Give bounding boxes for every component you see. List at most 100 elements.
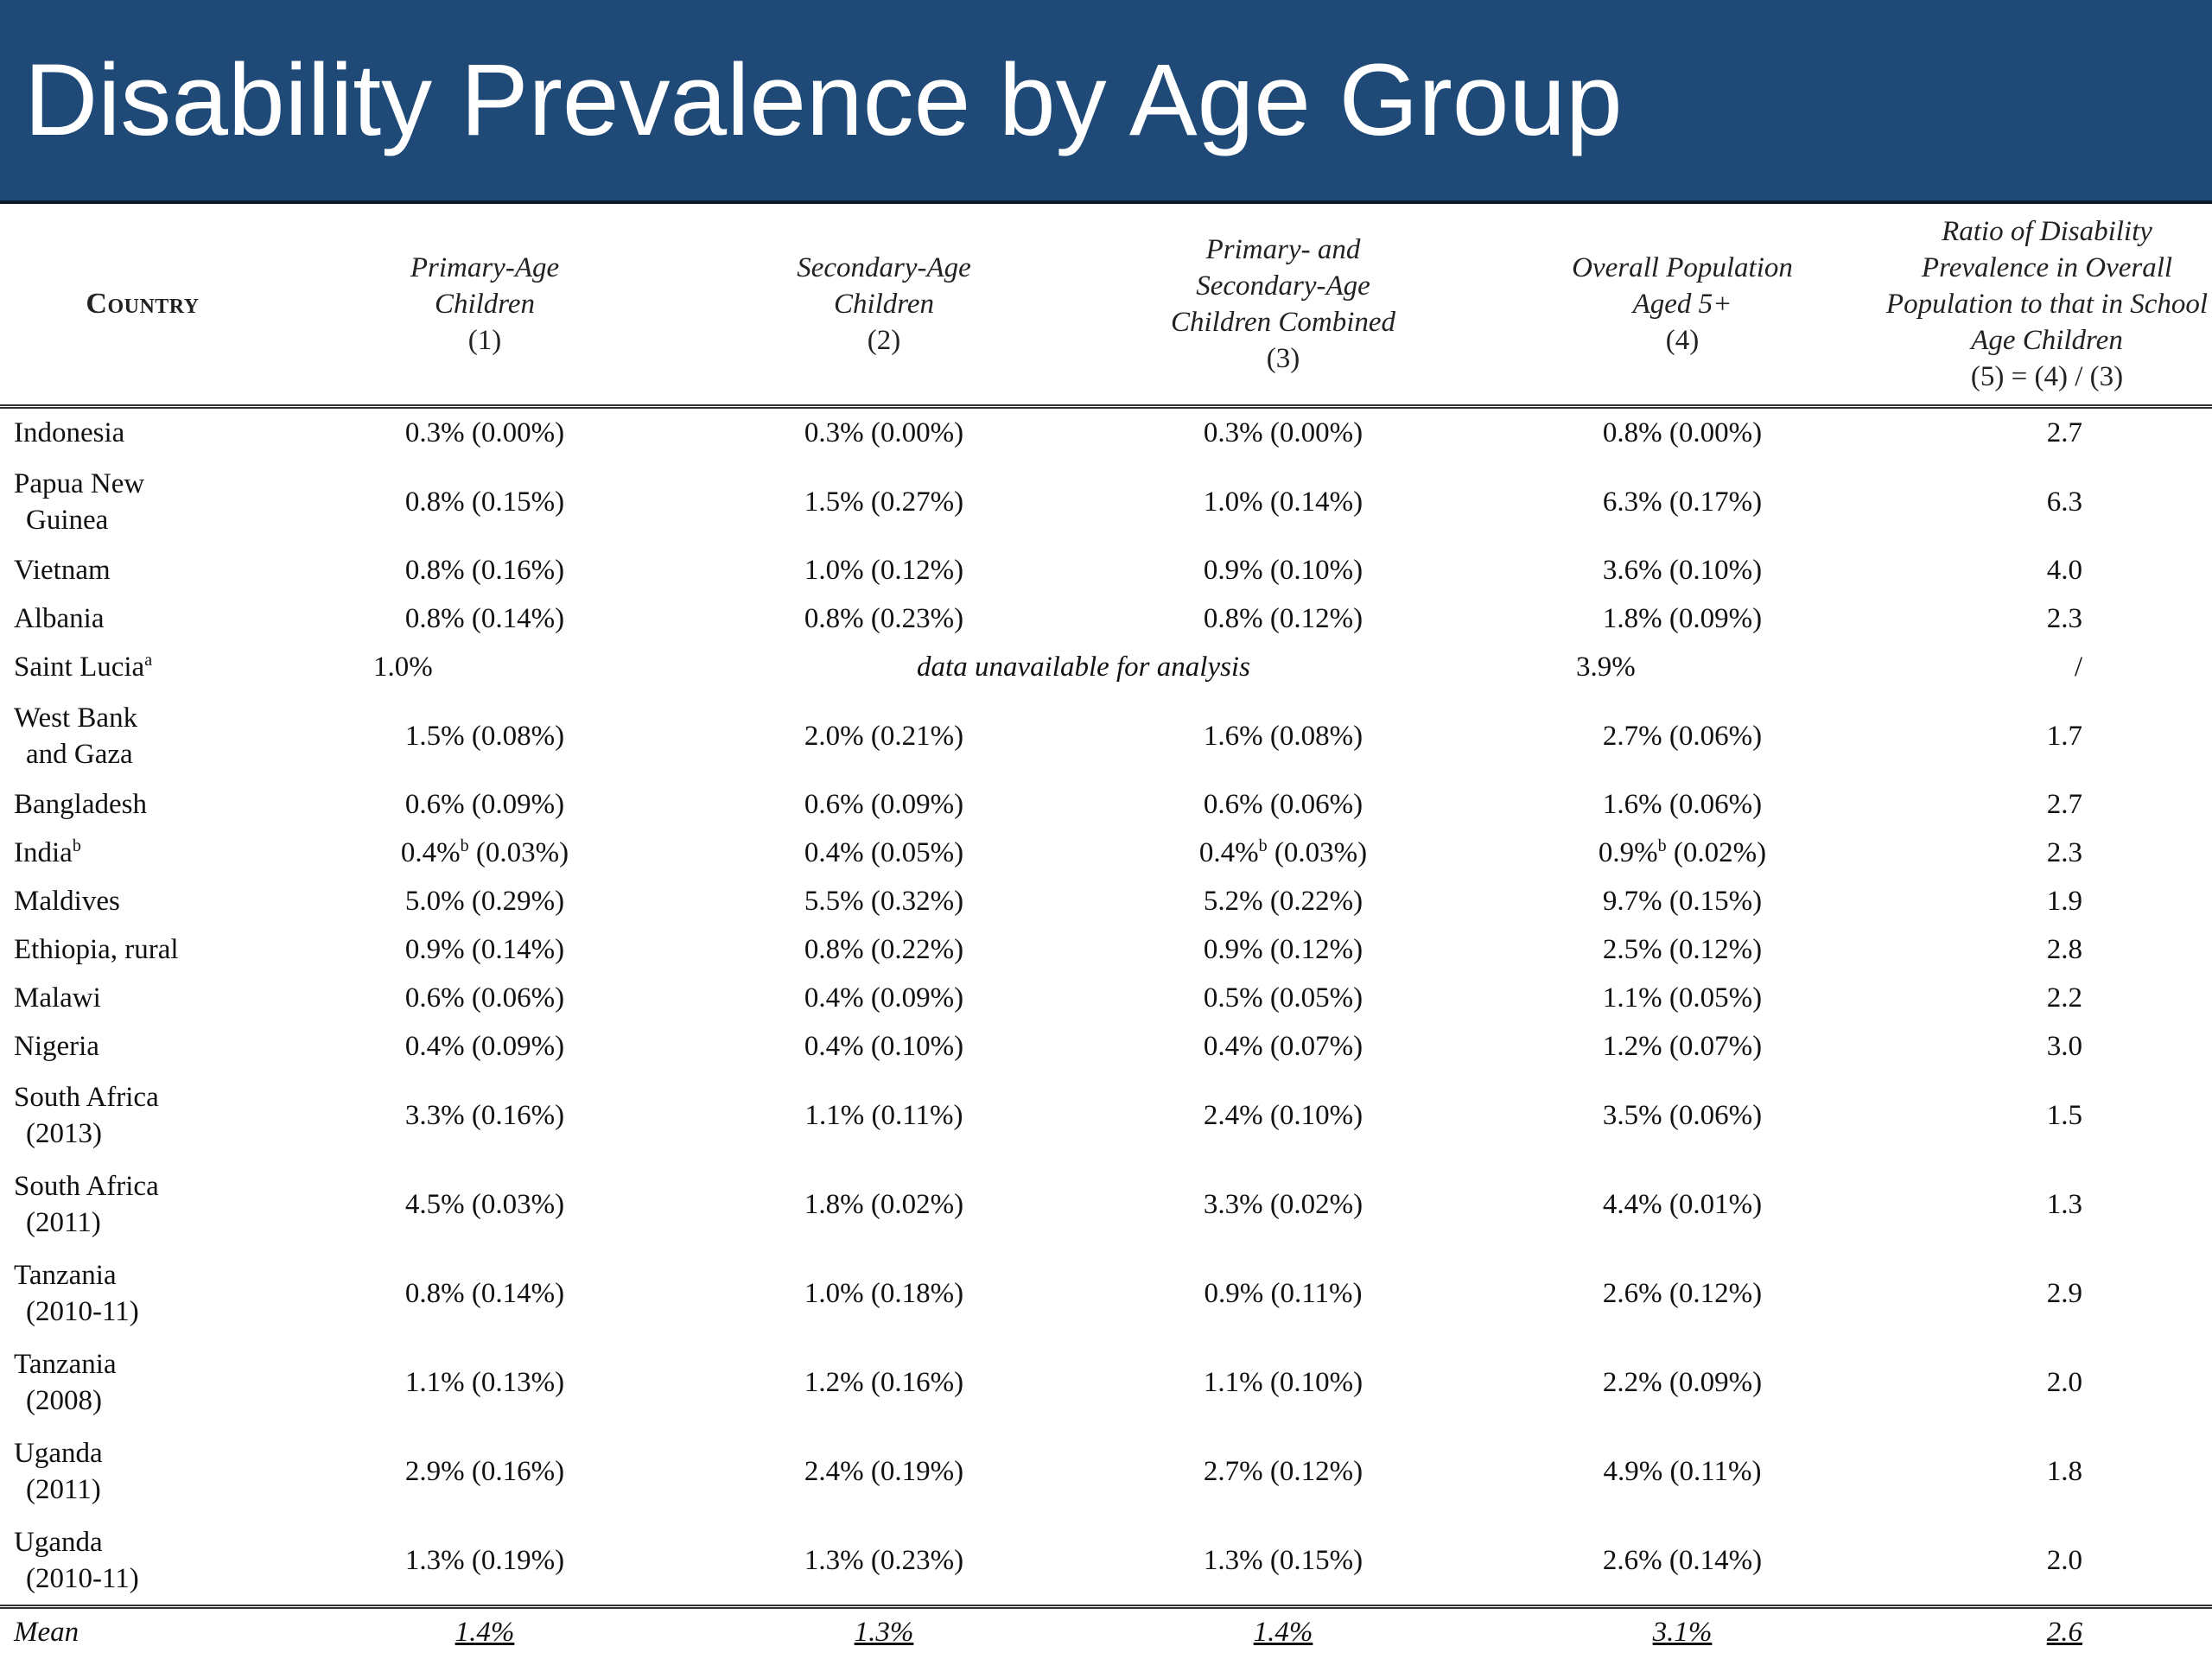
- mean-row: Mean 1.4% 1.3% 1.4% 3.1% 2.6: [0, 1605, 2212, 1656]
- footnote-marker: b: [1657, 836, 1667, 855]
- ratio-value: 2.0: [2046, 1544, 2082, 1576]
- overall-value: 0.8% (0.00%): [1602, 417, 1763, 448]
- combined-value: 0.8% (0.12%): [1203, 603, 1363, 634]
- country-line: (2010-11): [26, 1562, 139, 1594]
- ratio-value: 2.8: [2046, 934, 2082, 965]
- value-se: (0.03%): [1267, 837, 1368, 868]
- ratio-value: 2.2: [2046, 982, 2082, 1014]
- primary-value: 0.8% (0.15%): [404, 486, 565, 518]
- header-line: Secondary-Age: [797, 252, 971, 283]
- header-number: (3): [1266, 343, 1300, 374]
- overall-value: 2.6% (0.12%): [1602, 1277, 1763, 1309]
- country-cell: West Bank and Gaza: [0, 691, 285, 780]
- mean-label: Mean: [0, 1605, 285, 1656]
- footnote-marker: b: [460, 836, 469, 855]
- country-cell: Uganda (2010-11): [0, 1516, 285, 1607]
- table-row: Bangladesh 0.6% (0.09%) 0.6% (0.09%) 0.6…: [0, 780, 2212, 829]
- ratio-value: 3.0: [2046, 1031, 2082, 1062]
- country-name: India: [14, 837, 73, 868]
- header-country: Country: [0, 204, 285, 409]
- country-cell: Bangladesh: [14, 789, 147, 820]
- value-main: 0.9%: [1598, 837, 1658, 868]
- ratio-value: 2.0: [2046, 1366, 2082, 1398]
- table-row: South Africa (2013) 3.3% (0.16%) 1.1% (0…: [0, 1071, 2212, 1160]
- header-overall-population: Overall Population Aged 5+ (4): [1483, 204, 1882, 409]
- mean-value: 1.3%: [854, 1616, 914, 1648]
- primary-value: 0.8% (0.14%): [404, 603, 565, 634]
- country-line: Papua New: [14, 467, 145, 499]
- table-row: South Africa (2011) 4.5% (0.03%) 1.8% (0…: [0, 1160, 2212, 1249]
- header-number: (5) = (4) / (3): [1970, 361, 2124, 392]
- footnote-marker: b: [72, 836, 81, 855]
- ratio-value: 2.9: [2046, 1277, 2082, 1309]
- country-cell: Saint Luciaa: [0, 643, 285, 691]
- primary-value: 1.0%: [373, 652, 433, 683]
- mean-value: 1.4%: [454, 1616, 515, 1648]
- header-line: Aged 5+: [1632, 289, 1732, 320]
- table-row: Albania 0.8% (0.14%) 0.8% (0.23%) 0.8% (…: [0, 594, 2212, 643]
- combined-value: 1.3% (0.15%): [1203, 1544, 1363, 1576]
- country-cell: Indiab: [0, 829, 285, 877]
- country-line: Tanzania: [14, 1348, 117, 1380]
- primary-value: 1.5% (0.08%): [404, 720, 565, 752]
- overall-value: 2.6% (0.14%): [1602, 1544, 1763, 1576]
- overall-value: 3.9%: [1576, 652, 1636, 683]
- table-row: Malawi 0.6% (0.06%) 0.4% (0.09%) 0.5% (0…: [0, 974, 2212, 1022]
- primary-value: 0.3% (0.00%): [404, 417, 565, 448]
- secondary-value: 1.8% (0.02%): [804, 1188, 964, 1220]
- primary-value: 0.9% (0.14%): [404, 934, 565, 965]
- country-cell: Malawi: [14, 982, 101, 1014]
- mean-combined: 1.4%: [1084, 1605, 1483, 1656]
- combined-value: 1.0% (0.14%): [1203, 486, 1363, 518]
- ratio-value: 1.5: [2046, 1099, 2082, 1131]
- footnote-marker: a: [144, 651, 153, 670]
- table-row: West Bank and Gaza 1.5% (0.08%) 2.0% (0.…: [0, 691, 2212, 780]
- combined-value: 0.3% (0.00%): [1203, 417, 1363, 448]
- mean-value: 3.1%: [1652, 1616, 1713, 1648]
- secondary-value: 5.5% (0.32%): [804, 886, 964, 917]
- table-row: Uganda (2011) 2.9% (0.16%) 2.4% (0.19%) …: [0, 1427, 2212, 1516]
- country-cell: South Africa (2011): [0, 1160, 285, 1249]
- country-line: South Africa: [14, 1170, 159, 1202]
- country-name: Saint Lucia: [14, 652, 145, 683]
- header-line: Overall Population: [1572, 252, 1793, 283]
- table-row: Uganda (2010-11) 1.3% (0.19%) 1.3% (0.23…: [0, 1516, 2212, 1607]
- secondary-value: 0.3% (0.00%): [804, 417, 964, 448]
- primary-value: 0.4% (0.09%): [404, 1031, 565, 1062]
- primary-value: 0.6% (0.09%): [404, 789, 565, 820]
- combined-value: 3.3% (0.02%): [1203, 1188, 1363, 1220]
- table-row: Ethiopia, rural 0.9% (0.14%) 0.8% (0.22%…: [0, 925, 2212, 974]
- overall-value: 2.2% (0.09%): [1602, 1366, 1763, 1398]
- header-line: Primary-Age: [410, 252, 560, 283]
- mean-overall: 3.1%: [1483, 1605, 1882, 1656]
- overall-value: 2.7% (0.06%): [1602, 720, 1763, 752]
- combined-value: 0.9% (0.10%): [1203, 555, 1363, 586]
- secondary-value: 1.3% (0.23%): [804, 1544, 964, 1576]
- mean-secondary: 1.3%: [684, 1605, 1084, 1656]
- table-row: Nigeria 0.4% (0.09%) 0.4% (0.10%) 0.4% (…: [0, 1022, 2212, 1071]
- overall-value: 1.1% (0.05%): [1602, 982, 1763, 1014]
- country-cell: Papua New Guinea: [0, 457, 285, 546]
- title-bar: Disability Prevalence by Age Group: [0, 0, 2212, 204]
- country-line: West Bank: [14, 702, 138, 734]
- secondary-value: 1.0% (0.12%): [804, 555, 964, 586]
- overall-value: 1.2% (0.07%): [1602, 1031, 1763, 1062]
- secondary-value: 0.4% (0.05%): [804, 837, 964, 868]
- ratio-value: 1.9: [2046, 886, 2082, 917]
- overall-value: 2.5% (0.12%): [1602, 934, 1763, 965]
- mean-ratio: 2.6: [1882, 1605, 2212, 1656]
- ratio-value: 6.3: [2046, 486, 2082, 518]
- table-row: Papua New Guinea 0.8% (0.15%) 1.5% (0.27…: [0, 457, 2212, 546]
- header-line: Secondary-Age: [1196, 270, 1370, 302]
- secondary-value: 0.4% (0.09%): [804, 982, 964, 1014]
- mean-value: 1.4%: [1253, 1616, 1313, 1648]
- country-cell: Albania: [14, 603, 105, 634]
- country-line: (2011): [26, 1473, 101, 1505]
- overall-value: 3.6% (0.10%): [1602, 555, 1763, 586]
- value-se: (0.02%): [1666, 837, 1767, 868]
- value-se: (0.03%): [468, 837, 569, 868]
- combined-value: 1.1% (0.10%): [1203, 1366, 1363, 1398]
- header-number: (1): [467, 325, 502, 356]
- table-row: Maldives 5.0% (0.29%) 5.5% (0.32%) 5.2% …: [0, 877, 2212, 925]
- country-cell: Ethiopia, rural: [14, 934, 179, 965]
